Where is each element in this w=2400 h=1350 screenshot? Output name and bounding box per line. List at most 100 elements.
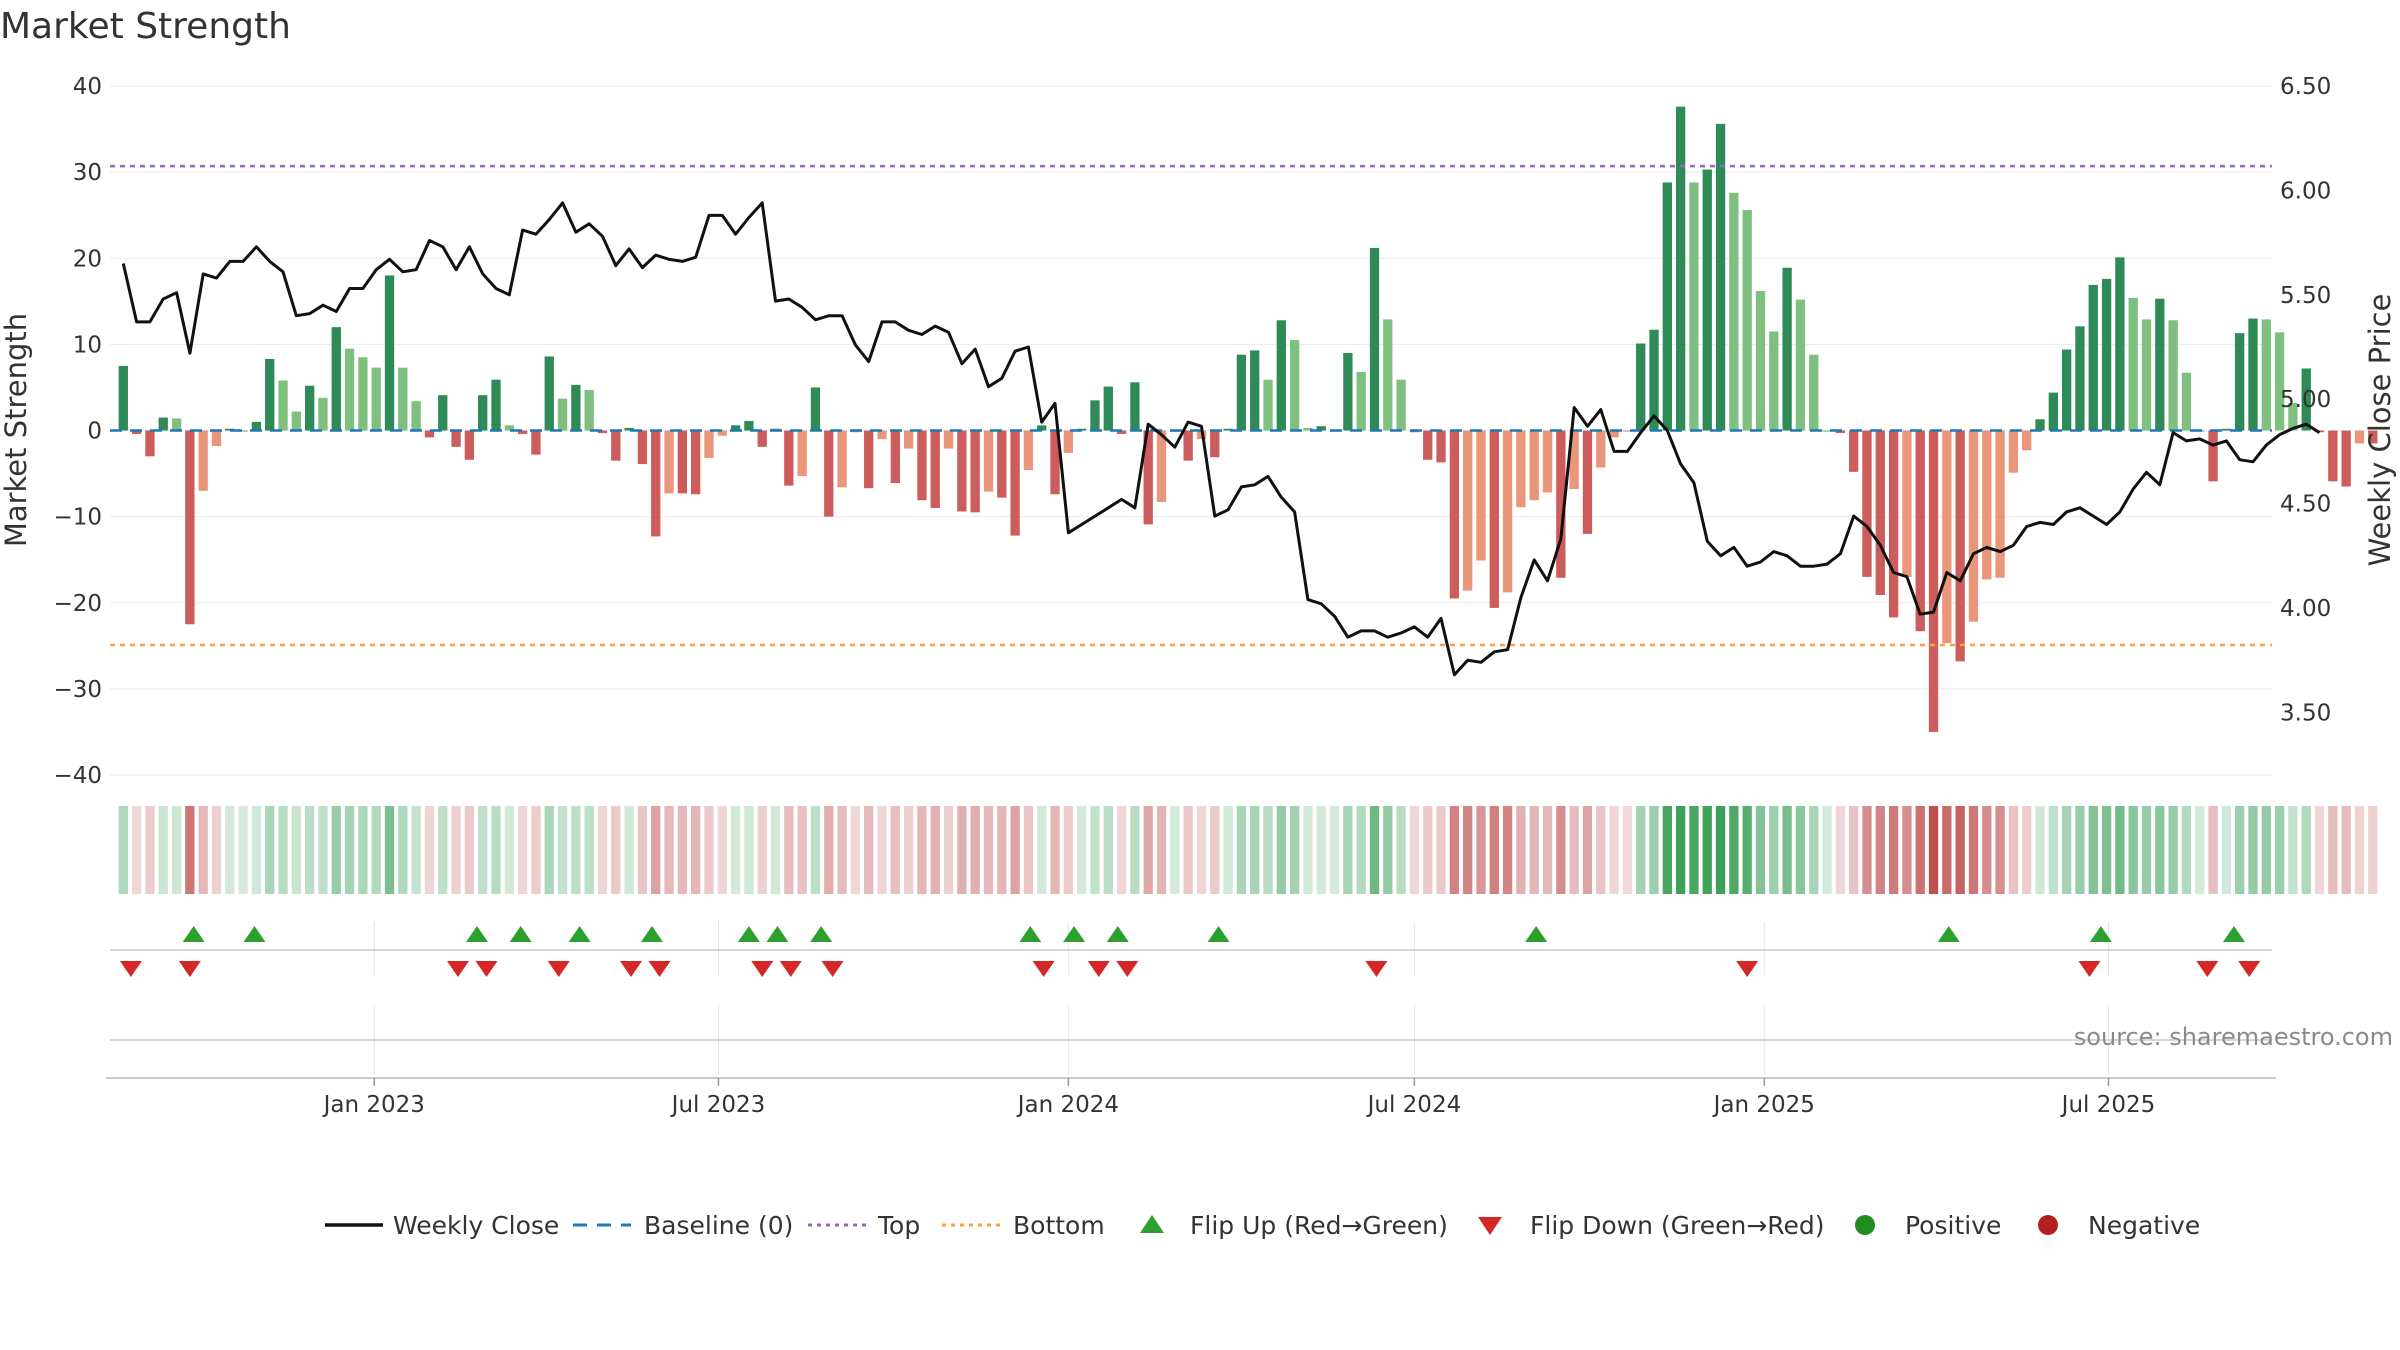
heat-band-cell — [664, 806, 674, 894]
heat-band-cell — [1423, 806, 1433, 894]
strength-bar — [1476, 430, 1486, 561]
strength-bar — [1542, 430, 1553, 493]
heat-band-cell — [824, 806, 834, 894]
strength-bar — [1689, 182, 1699, 431]
strength-bar — [1516, 430, 1526, 508]
left-y-tick-label: 20 — [73, 246, 102, 272]
strength-bar — [664, 430, 674, 494]
strength-bar — [1715, 123, 1726, 431]
strength-bar — [1702, 169, 1712, 431]
heat-band-cell — [1955, 806, 1965, 894]
weekly-close-line — [121, 201, 2321, 677]
strength-bar — [2274, 332, 2285, 431]
strength-bar — [1383, 319, 1393, 431]
heat-band-cell — [890, 806, 900, 894]
heat-band-cell — [1968, 806, 1979, 894]
strength-bar — [1862, 430, 1872, 577]
strength-bar — [158, 417, 168, 431]
flip-up-marker — [1207, 926, 1230, 942]
strength-bar — [810, 387, 821, 431]
strength-bar — [2101, 278, 2112, 431]
strength-bar — [691, 430, 701, 495]
heat-band-cell — [2235, 806, 2245, 894]
strength-bar — [571, 384, 581, 431]
heat-band-cell — [2208, 806, 2218, 894]
heat-band-cell — [145, 806, 155, 894]
heat-band-cell — [1170, 806, 1180, 894]
heat-band-cell — [1888, 806, 1899, 894]
flip-down-marker — [751, 961, 774, 977]
heat-band-cell — [131, 806, 142, 894]
strength-bar — [1396, 379, 1406, 431]
heat-band-cell — [1130, 806, 1140, 894]
strength-bar — [198, 430, 208, 491]
strength-bar — [2301, 368, 2311, 431]
strength-bar — [2048, 392, 2058, 431]
strength-bar — [2261, 319, 2271, 431]
flip-down-marker — [821, 961, 844, 977]
heat-band-cell — [2354, 806, 2365, 894]
legend-item: Weekly Close — [325, 1211, 559, 1240]
strength-bar — [118, 365, 128, 431]
strength-bar — [1928, 430, 1939, 732]
strength-bar — [1316, 426, 1326, 431]
strength-bar — [1902, 430, 1912, 577]
strength-bar — [2368, 430, 2378, 444]
strength-bar — [318, 397, 328, 431]
flip-down-marker — [2078, 961, 2101, 977]
strength-bar — [1888, 430, 1899, 618]
heat-band-cell — [2261, 806, 2271, 894]
legend-triangle-down-icon — [1478, 1217, 1502, 1235]
heat-band-cell — [517, 806, 528, 894]
heat-band-cell — [1928, 806, 1939, 894]
heat-band-cell — [1050, 806, 1060, 894]
heat-band-cell — [877, 806, 887, 894]
strength-bar — [1502, 430, 1513, 593]
flip-up-marker — [182, 926, 205, 942]
heat-band-cell — [611, 806, 621, 894]
heat-band-cell — [1023, 806, 1034, 894]
strength-bar — [1369, 247, 1380, 431]
heat-band-cell — [637, 806, 648, 894]
heat-band-cell — [651, 806, 661, 894]
flip-up-marker — [568, 926, 591, 942]
legend-label: Negative — [2088, 1211, 2200, 1240]
heat-band-cell — [1649, 806, 1659, 894]
strength-bar — [331, 327, 341, 431]
strength-bar — [1582, 430, 1593, 534]
flip-up-marker — [1019, 926, 1042, 942]
legend-label: Flip Up (Red→Green) — [1190, 1211, 1448, 1240]
strength-bar — [784, 430, 794, 486]
heat-band-cell — [584, 806, 594, 894]
heat-band-cell — [704, 806, 714, 894]
strength-bar — [1183, 430, 1193, 461]
strength-bar — [651, 430, 661, 537]
heat-band-cell — [624, 806, 634, 894]
left-y-tick-label: 10 — [73, 332, 102, 358]
heat-band-cell — [1662, 806, 1672, 894]
heat-band-cell — [1822, 806, 1832, 894]
flip-markers — [119, 926, 2261, 977]
strength-bar — [1915, 430, 1925, 632]
strength-bar — [1755, 290, 1766, 431]
left-y-tick-label: −30 — [53, 677, 102, 703]
heat-band-cell — [557, 806, 568, 894]
flip-up-marker — [243, 926, 266, 942]
heat-band-cell — [1596, 806, 1606, 894]
strength-bar — [637, 430, 648, 465]
right-y-tick-label: 5.50 — [2280, 283, 2331, 309]
strength-bar — [1236, 354, 1247, 431]
legend-triangle-up-icon — [1140, 1215, 1164, 1233]
heat-band-cell — [1875, 806, 1885, 894]
heat-band-cell — [1196, 806, 1207, 894]
strength-bar — [1116, 430, 1127, 434]
strength-bar — [1276, 320, 1286, 431]
heat-band-cell — [2248, 806, 2258, 894]
left-y-tick-label: 40 — [73, 74, 102, 100]
heat-band-cell — [1942, 806, 1952, 894]
strength-bar — [238, 430, 248, 432]
strength-bar — [1010, 430, 1020, 536]
strength-bar — [171, 418, 182, 431]
strength-bar — [1995, 430, 2005, 578]
heat-band-cell — [318, 806, 328, 894]
